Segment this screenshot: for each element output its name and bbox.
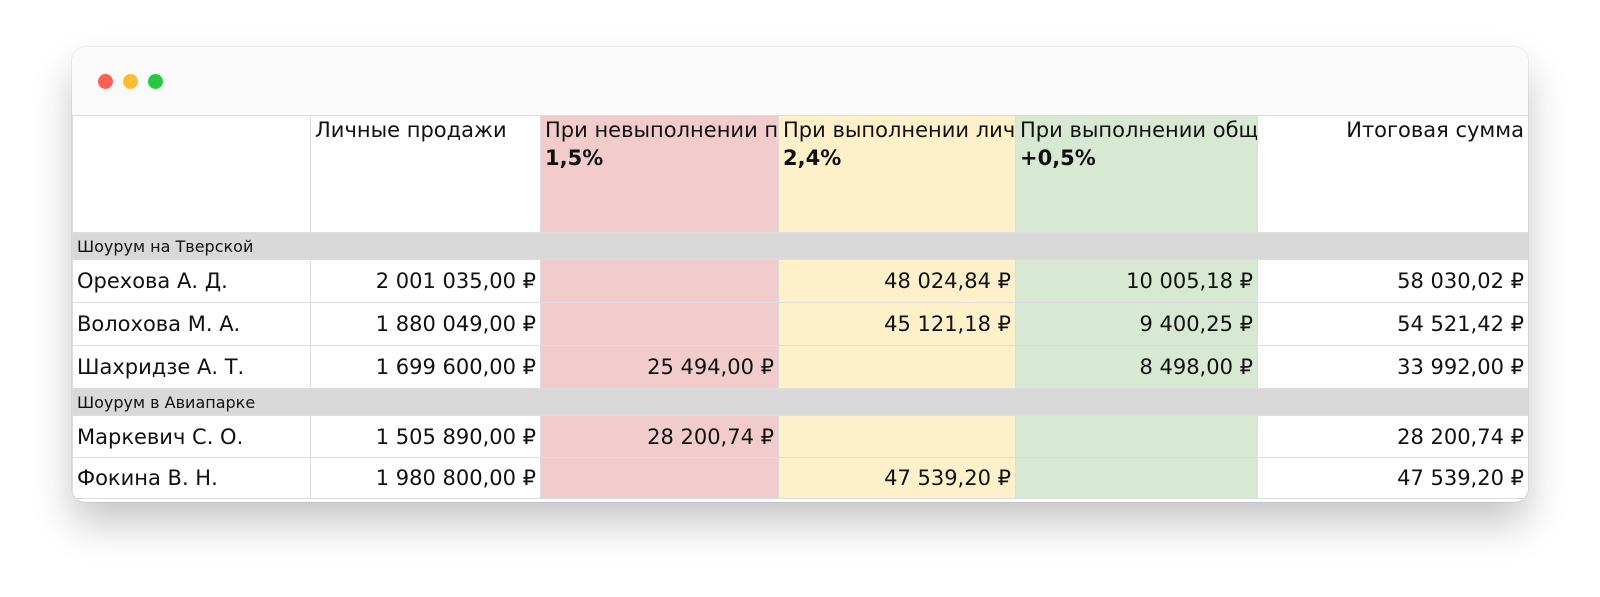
header-row: Личные продажи При невыполнении плана 1,… <box>72 115 1528 233</box>
cell-total[interactable]: 47 539,20 ₽ <box>1257 457 1528 499</box>
header-plan-not-met-rate: 1,5% <box>545 146 604 170</box>
cell-employee-name[interactable]: Орехова А. Д. <box>72 259 311 303</box>
header-store-plan-met[interactable]: При выполнении общего плана по магазину … <box>1015 115 1258 233</box>
section-title[interactable]: Шоурум на Тверской <box>72 232 1528 260</box>
section-title[interactable]: Шоурум в Авиапарке <box>72 388 1528 416</box>
zoom-window-button[interactable] <box>148 74 163 89</box>
cell-personal-sales[interactable]: 1 505 890,00 ₽ <box>310 415 541 458</box>
header-personal-plan-rate: 2,4% <box>783 146 842 170</box>
header-personal-sales[interactable]: Личные продажи <box>310 115 541 233</box>
cell-plan-not-met[interactable]: 25 494,00 ₽ <box>540 345 779 389</box>
cell-plan-not-met[interactable] <box>540 302 779 346</box>
cell-personal-plan[interactable]: 45 121,18 ₽ <box>778 302 1016 346</box>
section-row: Шоурум в Авиапарке <box>72 388 1528 416</box>
header-store-plan-label: При выполнении общего плана по магазину <box>1020 118 1258 142</box>
cell-store-plan[interactable] <box>1015 415 1258 458</box>
cell-total[interactable]: 33 992,00 ₽ <box>1257 345 1528 389</box>
close-window-button[interactable] <box>98 74 113 89</box>
cell-plan-not-met[interactable] <box>540 259 779 303</box>
header-plan-not-met-label: При невыполнении плана <box>545 118 779 142</box>
cell-personal-sales[interactable]: 1 699 600,00 ₽ <box>310 345 541 389</box>
bonus-table: Личные продажи При невыполнении плана 1,… <box>72 115 1528 499</box>
header-total-sum[interactable]: Итоговая сумма <box>1257 115 1528 233</box>
cell-store-plan[interactable]: 8 498,00 ₽ <box>1015 345 1258 389</box>
cell-plan-not-met[interactable] <box>540 457 779 499</box>
cell-personal-sales[interactable]: 1 980 800,00 ₽ <box>310 457 541 499</box>
cell-employee-name[interactable]: Фокина В. Н. <box>72 457 311 499</box>
cell-personal-plan[interactable] <box>778 345 1016 389</box>
cell-employee-name[interactable]: Шахридзе А. Т. <box>72 345 311 389</box>
cell-store-plan[interactable]: 9 400,25 ₽ <box>1015 302 1258 346</box>
table-row: Орехова А. Д. 2 001 035,00 ₽ 48 024,84 ₽… <box>72 259 1528 303</box>
cell-total[interactable]: 28 200,74 ₽ <box>1257 415 1528 458</box>
cell-employee-name[interactable]: Маркевич С. О. <box>72 415 311 458</box>
app-window: Личные продажи При невыполнении плана 1,… <box>72 47 1528 502</box>
minimize-window-button[interactable] <box>123 74 138 89</box>
cell-personal-sales[interactable]: 1 880 049,00 ₽ <box>310 302 541 346</box>
header-corner-cell[interactable] <box>72 115 311 233</box>
cell-personal-sales[interactable]: 2 001 035,00 ₽ <box>310 259 541 303</box>
section-row: Шоурум на Тверской <box>72 232 1528 260</box>
cell-employee-name[interactable]: Волохова М. А. <box>72 302 311 346</box>
cell-total[interactable]: 54 521,42 ₽ <box>1257 302 1528 346</box>
header-store-plan-rate: +0,5% <box>1020 146 1096 170</box>
cell-personal-plan[interactable]: 47 539,20 ₽ <box>778 457 1016 499</box>
cell-total[interactable]: 58 030,02 ₽ <box>1257 259 1528 303</box>
cell-plan-not-met[interactable]: 28 200,74 ₽ <box>540 415 779 458</box>
table-row: Волохова М. А. 1 880 049,00 ₽ 45 121,18 … <box>72 302 1528 346</box>
cell-store-plan[interactable]: 10 005,18 ₽ <box>1015 259 1258 303</box>
cell-personal-plan[interactable]: 48 024,84 ₽ <box>778 259 1016 303</box>
table-row: Фокина В. Н. 1 980 800,00 ₽ 47 539,20 ₽ … <box>72 457 1528 499</box>
table-row: Маркевич С. О. 1 505 890,00 ₽ 28 200,74 … <box>72 415 1528 458</box>
cell-personal-plan[interactable] <box>778 415 1016 458</box>
title-bar <box>72 47 1528 115</box>
header-plan-not-met[interactable]: При невыполнении плана 1,5% <box>540 115 779 233</box>
header-personal-plan-met[interactable]: При выполнении личного плана 2,4% <box>778 115 1016 233</box>
table-row: Шахридзе А. Т. 1 699 600,00 ₽ 25 494,00 … <box>72 345 1528 389</box>
cell-store-plan[interactable] <box>1015 457 1258 499</box>
header-personal-plan-label: При выполнении личного плана <box>783 118 1016 142</box>
